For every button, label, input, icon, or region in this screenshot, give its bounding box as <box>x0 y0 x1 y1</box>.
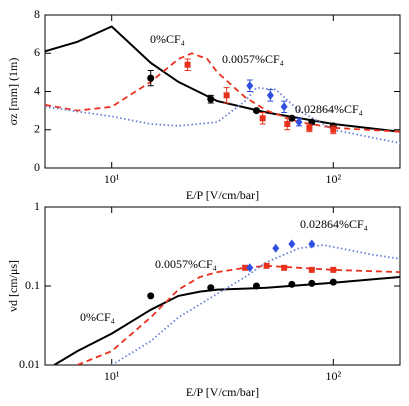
curve-label: 0%CF₄ <box>80 310 115 324</box>
data-point <box>252 282 260 290</box>
data-point <box>329 278 337 286</box>
curve-label: 0.02864%CF₄ <box>300 217 368 231</box>
data-point <box>330 126 337 133</box>
y-tick-label: 8 <box>34 7 40 21</box>
data-point <box>263 262 270 269</box>
data-point <box>246 263 254 273</box>
data-point <box>308 239 316 249</box>
data-point <box>223 92 230 99</box>
curve <box>45 86 400 144</box>
y-axis-label: vd [cm/μs] <box>6 260 20 312</box>
data-point <box>308 266 315 273</box>
x-tick-label: 10¹ <box>104 172 120 186</box>
curve-label: 0.0057%CF₄ <box>222 52 284 66</box>
data-point <box>288 114 296 122</box>
data-point <box>272 243 280 253</box>
y-tick-label: 0.1 <box>25 278 40 292</box>
x-tick-label: 10² <box>325 369 341 383</box>
y-tick-label: 6 <box>34 45 40 59</box>
data-point <box>288 280 296 288</box>
data-point <box>284 121 291 128</box>
data-point <box>259 115 266 122</box>
data-point <box>184 61 191 68</box>
data-point <box>252 107 260 115</box>
data-point <box>306 124 313 131</box>
data-point <box>207 284 215 292</box>
x-tick-label: 10² <box>325 172 341 186</box>
y-tick-label: 2 <box>34 122 40 136</box>
curve-label: 0%CF₄ <box>150 32 185 46</box>
data-point <box>207 95 215 103</box>
data-point <box>147 292 155 300</box>
curve <box>53 276 400 365</box>
data-point <box>330 266 337 273</box>
curve-label: 0.02864%CF₄ <box>295 102 363 116</box>
curve <box>111 244 400 365</box>
data-point <box>147 74 155 82</box>
data-point <box>295 117 303 127</box>
y-tick-label: 4 <box>34 83 40 97</box>
data-point <box>288 239 296 249</box>
y-tick-label: 1 <box>34 199 40 213</box>
curve-label: 0.0057%CF₄ <box>155 257 217 271</box>
x-axis-label: E/P [V/cm/bar] <box>186 385 259 399</box>
data-point <box>246 81 254 91</box>
x-tick-label: 10¹ <box>104 369 120 383</box>
y-tick-label: 0 <box>34 160 40 174</box>
y-axis-label: σz [mm] (1m) <box>6 58 20 126</box>
y-tick-label: 0.01 <box>19 357 40 371</box>
data-point <box>280 102 288 112</box>
data-point <box>281 264 288 271</box>
curve <box>45 25 400 133</box>
data-point <box>266 90 274 100</box>
data-point <box>308 279 316 287</box>
plot-frame <box>44 14 401 169</box>
data-point <box>242 264 249 271</box>
x-axis-label: E/P [V/cm/bar] <box>186 188 259 202</box>
